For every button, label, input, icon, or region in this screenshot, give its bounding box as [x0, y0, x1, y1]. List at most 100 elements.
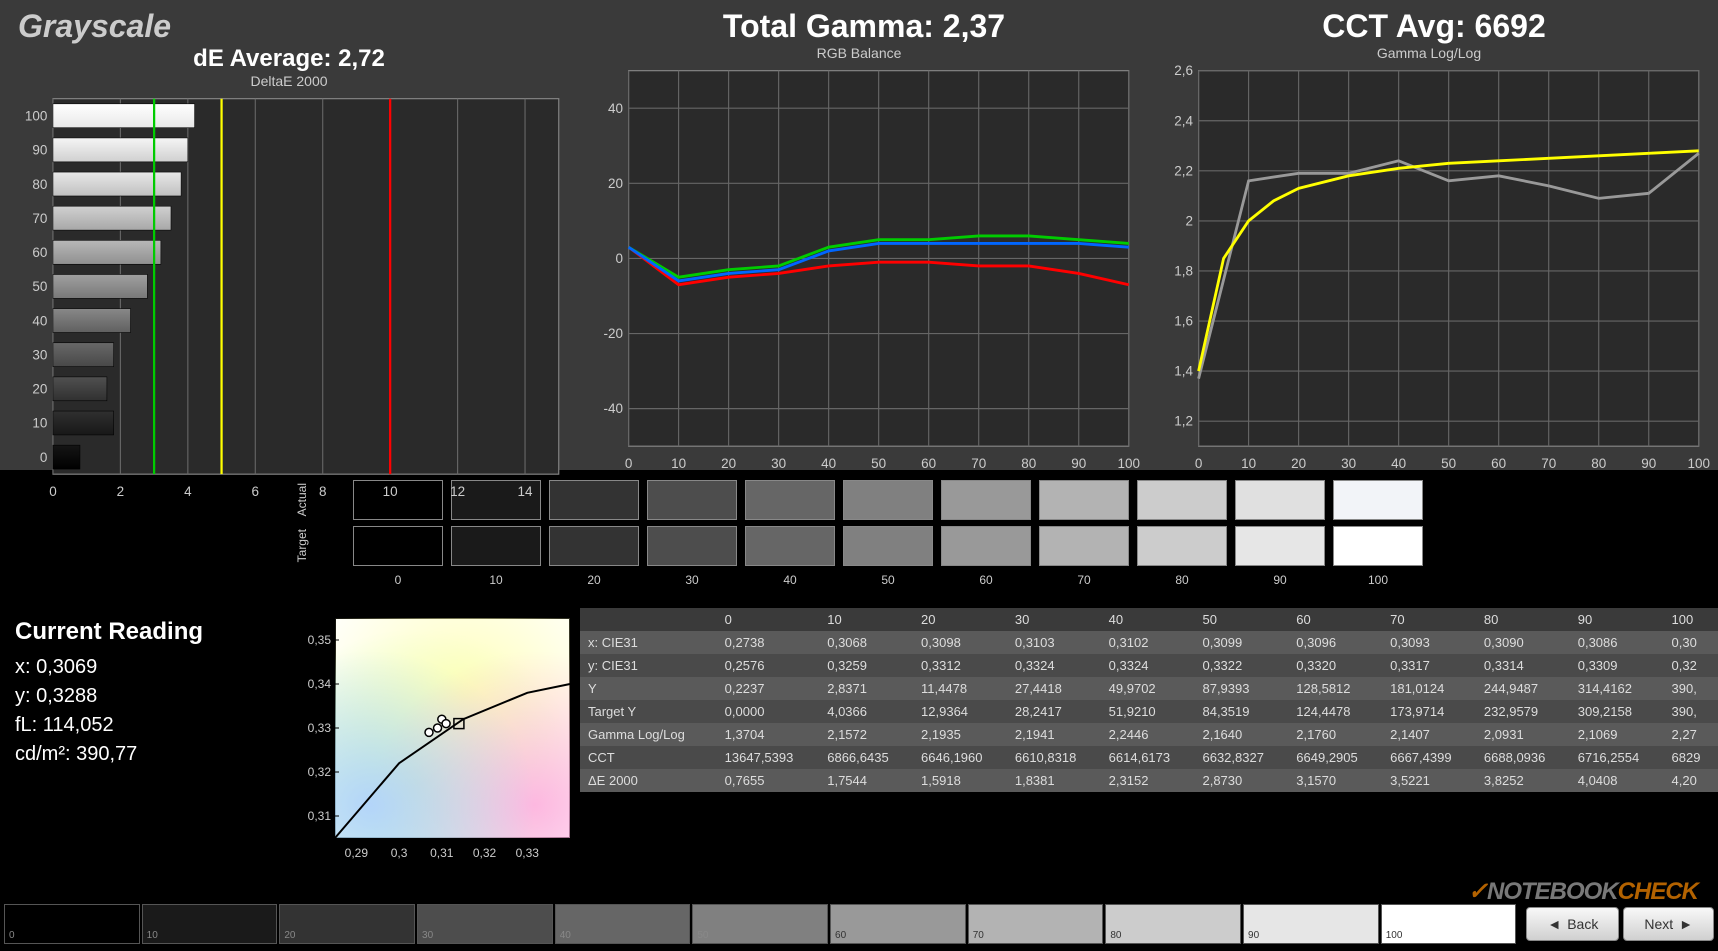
actual-swatch[interactable]	[1235, 480, 1325, 520]
next-button[interactable]: Next►	[1623, 907, 1714, 941]
table-header	[580, 608, 717, 631]
target-swatch[interactable]	[941, 526, 1031, 566]
table-header: 70	[1382, 608, 1476, 631]
rgb-chart-title: RGB Balance	[578, 45, 1140, 61]
next-arrow-icon: ►	[1679, 916, 1693, 932]
swatch-label: 70	[1039, 573, 1129, 587]
actual-swatch[interactable]	[745, 480, 835, 520]
target-swatch[interactable]	[745, 526, 835, 566]
svg-text:6: 6	[252, 484, 260, 499]
svg-text:50: 50	[871, 456, 886, 471]
bottom-swatch[interactable]: 0	[4, 904, 140, 944]
grayscale-title: Grayscale	[8, 8, 570, 45]
bottom-swatch[interactable]: 50	[692, 904, 828, 944]
svg-text:0: 0	[40, 450, 48, 465]
bottom-swatch[interactable]: 10	[142, 904, 278, 944]
swatch-label: 80	[1137, 573, 1227, 587]
bottom-swatch[interactable]: 60	[830, 904, 966, 944]
current-reading-panel: Current Reading x: 0,3069 y: 0,3288 fL: …	[0, 608, 290, 878]
table-row: CCT13647,53936866,64356646,19606610,8318…	[580, 746, 1718, 769]
bottom-swatch[interactable]: 20	[279, 904, 415, 944]
nav-buttons: ◄Back Next►	[1518, 907, 1714, 941]
actual-swatch[interactable]	[843, 480, 933, 520]
deltae-panel: Grayscale dE Average: 2,72 DeltaE 2000 0…	[8, 8, 570, 462]
bottom-swatch[interactable]: 70	[968, 904, 1104, 944]
svg-text:1,2: 1,2	[1174, 414, 1193, 429]
table-header: 80	[1476, 608, 1570, 631]
top-charts-row: Grayscale dE Average: 2,72 DeltaE 2000 0…	[0, 0, 1718, 470]
table-header: 0	[717, 608, 820, 631]
swatch-label: 30	[647, 573, 737, 587]
target-swatch[interactable]	[843, 526, 933, 566]
target-swatch[interactable]	[1333, 526, 1423, 566]
watermark: ✓NOTEBOOKCHECK	[1468, 877, 1698, 906]
gamma-panel: CCT Avg: 6692 Gamma Log/Log 010203040506…	[1148, 8, 1710, 462]
table-header: 40	[1101, 608, 1195, 631]
deltae-chart-title: DeltaE 2000	[8, 73, 570, 89]
svg-text:0: 0	[49, 484, 57, 499]
svg-text:40: 40	[1391, 456, 1406, 471]
target-swatch[interactable]	[451, 526, 541, 566]
swatch-label: 40	[745, 573, 835, 587]
svg-text:10: 10	[1241, 456, 1256, 471]
swatch-label: 10	[451, 573, 541, 587]
table-row: y: CIE310,25760,32590,33120,33240,33240,…	[580, 654, 1718, 677]
bottom-swatch[interactable]: 90	[1243, 904, 1379, 944]
data-table-wrap[interactable]: 0102030405060708090100x: CIE310,27380,30…	[580, 608, 1718, 878]
actual-swatch[interactable]	[941, 480, 1031, 520]
bottom-swatch[interactable]: 40	[555, 904, 691, 944]
svg-text:100: 100	[1688, 456, 1710, 471]
svg-text:100: 100	[1118, 456, 1140, 471]
svg-text:2: 2	[1185, 213, 1193, 228]
swatch-label: 60	[941, 573, 1031, 587]
svg-text:0: 0	[615, 251, 623, 266]
actual-swatch[interactable]	[1333, 480, 1423, 520]
svg-text:20: 20	[32, 382, 47, 397]
bottom-swatch[interactable]: 30	[417, 904, 553, 944]
actual-swatch[interactable]	[1137, 480, 1227, 520]
target-swatch[interactable]	[549, 526, 639, 566]
swatch-label: 20	[549, 573, 639, 587]
rgb-panel: Total Gamma: 2,37 RGB Balance 0102030405…	[578, 8, 1140, 462]
actual-swatch[interactable]	[1039, 480, 1129, 520]
svg-text:80: 80	[1591, 456, 1606, 471]
cct-avg-label: CCT Avg: 6692	[1148, 8, 1710, 45]
cie-chart-panel: 0,290,30,310,320,330,310,320,330,340,35	[290, 608, 580, 878]
svg-text:1,4: 1,4	[1174, 364, 1193, 379]
svg-text:0: 0	[625, 456, 633, 471]
table-row: Target Y0,00004,036612,936428,241751,921…	[580, 700, 1718, 723]
svg-text:0,32: 0,32	[308, 765, 332, 779]
table-header: 90	[1570, 608, 1664, 631]
cie-chart: 0,290,30,310,320,330,310,320,330,340,35	[295, 613, 575, 863]
svg-text:50: 50	[32, 279, 47, 294]
target-swatch[interactable]	[353, 526, 443, 566]
target-swatch[interactable]	[647, 526, 737, 566]
svg-text:100: 100	[25, 108, 48, 123]
bottom-swatch[interactable]: 80	[1105, 904, 1241, 944]
svg-text:40: 40	[32, 313, 47, 328]
svg-text:-40: -40	[603, 401, 623, 416]
gamma-chart: 01020304050607080901001,21,41,61,822,22,…	[1148, 65, 1710, 475]
svg-text:60: 60	[32, 245, 47, 260]
back-button[interactable]: ◄Back	[1526, 907, 1619, 941]
svg-text:40: 40	[608, 101, 623, 116]
back-arrow-icon: ◄	[1547, 916, 1561, 932]
target-swatch[interactable]	[1137, 526, 1227, 566]
svg-text:10: 10	[671, 456, 686, 471]
rgb-balance-chart: 0102030405060708090100-40-2002040	[578, 65, 1140, 475]
bottom-swatch[interactable]: 100	[1381, 904, 1517, 944]
table-header: 60	[1288, 608, 1382, 631]
table-header: 20	[913, 608, 1007, 631]
reading-fl: fL: 114,052	[15, 714, 275, 737]
target-swatch[interactable]	[1235, 526, 1325, 566]
svg-text:50: 50	[1441, 456, 1456, 471]
target-swatch[interactable]	[1039, 526, 1129, 566]
total-gamma-label: Total Gamma: 2,37	[578, 8, 1140, 45]
data-table: 0102030405060708090100x: CIE310,27380,30…	[580, 608, 1718, 792]
svg-text:2,2: 2,2	[1174, 163, 1193, 178]
actual-swatch[interactable]	[647, 480, 737, 520]
svg-text:60: 60	[921, 456, 936, 471]
svg-text:40: 40	[821, 456, 836, 471]
watermark-check-icon: ✓	[1468, 878, 1487, 905]
table-row: Gamma Log/Log1,37042,15722,19352,19412,2…	[580, 723, 1718, 746]
